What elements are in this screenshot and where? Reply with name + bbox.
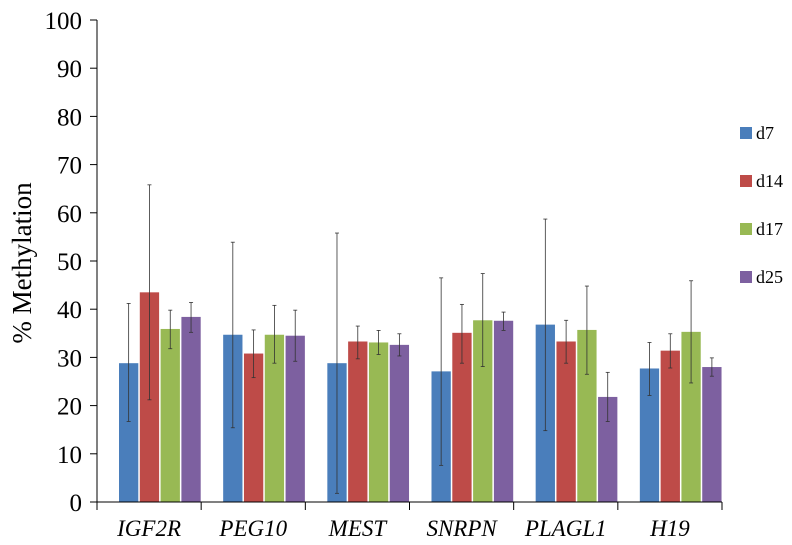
legend-swatch-d14: [740, 175, 752, 187]
legend-label-d14: d14: [756, 171, 783, 191]
legend-swatch-d7: [740, 127, 752, 139]
y-axis-title: % Methylation: [7, 182, 37, 344]
bar-d7-IGF2R: [119, 363, 139, 502]
y-tick-label: 100: [45, 8, 83, 35]
bar-d7-H19: [639, 368, 660, 502]
y-tick-label: 80: [57, 104, 82, 131]
bar-d14-H19: [660, 350, 680, 502]
x-tick-label: MEST: [328, 516, 389, 541]
x-tick-label: PEG10: [218, 516, 287, 541]
bar-d17-SNRPN: [473, 320, 493, 502]
y-tick-label: 20: [57, 394, 82, 421]
legend-swatch-d25: [740, 271, 752, 283]
x-axis: IGF2R PEG10 MEST SNRPN PLAGL1 H19: [96, 501, 723, 541]
legend-label-d7: d7: [756, 123, 774, 143]
error-bars: [126, 184, 714, 494]
y-tick-label: 60: [57, 201, 82, 228]
y-tick-label: 30: [57, 345, 82, 372]
bars: [119, 292, 722, 502]
legend-swatch-d17: [740, 223, 752, 235]
bar-d17-IGF2R: [160, 328, 180, 502]
y-tick-label: 90: [57, 56, 82, 83]
bar-d25-SNRPN: [493, 320, 514, 502]
bar-d17-H19: [681, 331, 701, 502]
y-tick-label: 50: [57, 249, 82, 276]
legend-label-d17: d17: [756, 219, 783, 239]
x-tick-label: SNRPN: [426, 516, 498, 541]
y-tick-label: 40: [57, 297, 82, 324]
bar-d25-PEG10: [285, 335, 305, 502]
bar-d25-MEST: [389, 344, 410, 502]
bar-d17-MEST: [368, 342, 389, 502]
bar-d17-PLAGL1: [577, 329, 597, 502]
bar-d17-PEG10: [264, 334, 285, 502]
y-tick-label: 10: [57, 442, 82, 469]
bar-d25-PLAGL1: [598, 396, 618, 502]
x-tick-label: IGF2R: [116, 516, 181, 541]
bar-d25-IGF2R: [181, 316, 201, 502]
bar-d14-SNRPN: [452, 332, 472, 502]
x-tick-label: H19: [649, 516, 690, 541]
legend: d7 d14 d17 d25: [740, 123, 783, 287]
bar-d14-PLAGL1: [556, 341, 576, 502]
bar-d14-PEG10: [243, 353, 264, 502]
x-tick-label: PLAGL1: [524, 516, 607, 541]
bar-d25-H19: [702, 367, 722, 502]
legend-label-d25: d25: [756, 267, 783, 287]
y-axis: 0 10 20 30 40 50 60 70 80 90 100: [45, 8, 98, 517]
bar-d14-MEST: [348, 341, 368, 502]
y-tick-label: 0: [70, 490, 83, 517]
y-tick-label: 70: [57, 153, 82, 180]
